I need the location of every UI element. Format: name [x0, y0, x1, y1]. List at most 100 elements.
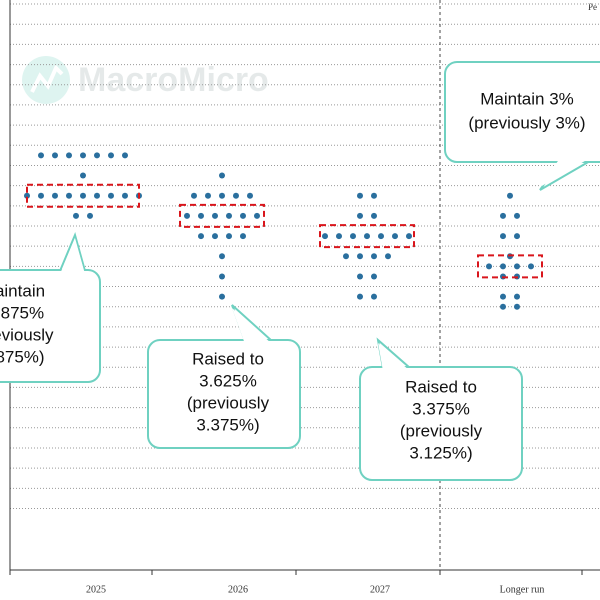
dot	[247, 192, 253, 199]
dot	[108, 152, 114, 159]
dot	[500, 233, 506, 240]
dot	[406, 233, 412, 240]
x-tick-label: 2027	[370, 584, 390, 595]
logo-icon	[22, 56, 70, 104]
dot	[500, 293, 506, 300]
callout: Maintain 3% (previously 3%)	[444, 61, 600, 191]
dot	[371, 192, 377, 199]
callout-text: aintain	[0, 281, 45, 300]
dot	[371, 273, 377, 280]
callout-text: Maintain 3%	[480, 89, 574, 108]
callout-text: reviously	[0, 325, 54, 344]
dot	[528, 263, 534, 270]
dot	[357, 212, 363, 219]
callout-tail-cover	[378, 343, 410, 371]
callout: Raised to 3.375% (previously 3.125%)	[359, 337, 523, 481]
x-tick-label: 2026	[228, 584, 248, 595]
dot	[322, 233, 328, 240]
callout-text: (previously 3%)	[468, 113, 585, 132]
callout-box	[147, 339, 301, 449]
dot	[364, 233, 370, 240]
dot	[94, 192, 100, 199]
dot	[73, 212, 79, 219]
dot	[122, 152, 128, 159]
dot	[212, 233, 218, 240]
dot	[514, 263, 520, 270]
callout: aintain .875% reviously 875%)	[0, 231, 101, 383]
callout-tail-cover	[60, 238, 85, 274]
median-box	[26, 183, 140, 208]
callout-box	[0, 269, 101, 383]
callout-text: Raised to	[192, 349, 264, 368]
dot	[66, 152, 72, 159]
dot	[198, 233, 204, 240]
dot	[371, 293, 377, 300]
dot	[191, 192, 197, 199]
callout-text: 3.375%	[412, 399, 470, 418]
callout-text: 3.625%	[199, 371, 257, 390]
dot	[219, 192, 225, 199]
dot	[198, 212, 204, 219]
callout-box	[359, 366, 523, 481]
dot	[254, 212, 260, 219]
dot	[80, 152, 86, 159]
dot	[80, 192, 86, 199]
callout-box	[444, 61, 600, 163]
dot	[514, 293, 520, 300]
dot	[38, 152, 44, 159]
dot	[219, 253, 225, 260]
dot	[80, 172, 86, 179]
dot	[514, 212, 520, 219]
callout: Raised to 3.625% (previously 3.375%)	[147, 304, 301, 449]
dot	[392, 233, 398, 240]
callout-text: Raised to	[405, 377, 477, 396]
dot	[343, 253, 349, 260]
dot	[500, 263, 506, 270]
dot	[87, 212, 93, 219]
callout-text: 875%)	[0, 347, 45, 366]
dot	[38, 192, 44, 199]
dot	[240, 212, 246, 219]
dot	[385, 253, 391, 260]
corner-label: Pe	[588, 2, 597, 12]
median-box	[319, 224, 415, 249]
dot	[66, 192, 72, 199]
dot	[184, 212, 190, 219]
dot	[52, 152, 58, 159]
median-box	[477, 254, 543, 279]
dot	[240, 233, 246, 240]
dot	[52, 192, 58, 199]
watermark: MacroMicro	[78, 61, 269, 99]
dot	[108, 192, 114, 199]
dot	[500, 212, 506, 219]
dot	[357, 293, 363, 300]
logo: MacroMicro	[22, 56, 269, 104]
dot	[514, 233, 520, 240]
dot	[226, 212, 232, 219]
dot	[507, 192, 513, 199]
callout-tail-cover	[232, 308, 272, 344]
x-tick-label: 2025	[86, 584, 106, 595]
dot	[357, 192, 363, 199]
callout-text: .875%	[0, 303, 44, 322]
dot	[94, 152, 100, 159]
callout-text: 3.125%)	[409, 443, 472, 462]
dot	[486, 263, 492, 270]
callout-text: (previously	[187, 393, 270, 412]
x-tick-label: Longer run	[500, 584, 545, 595]
dot	[219, 273, 225, 280]
dot	[357, 273, 363, 280]
dot	[500, 303, 506, 310]
callout-text: 3.375%)	[196, 415, 259, 434]
dot	[122, 192, 128, 199]
dot	[357, 253, 363, 260]
logo-mark	[30, 64, 64, 93]
dot	[371, 253, 377, 260]
dot	[233, 192, 239, 199]
callout-text: (previously	[400, 421, 483, 440]
median-box	[179, 203, 265, 228]
dot	[336, 233, 342, 240]
dot	[219, 293, 225, 300]
dot	[205, 192, 211, 199]
